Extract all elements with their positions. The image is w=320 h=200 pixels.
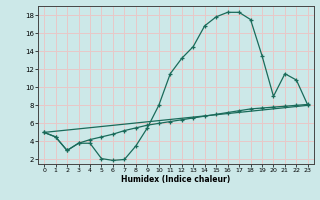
X-axis label: Humidex (Indice chaleur): Humidex (Indice chaleur)	[121, 175, 231, 184]
